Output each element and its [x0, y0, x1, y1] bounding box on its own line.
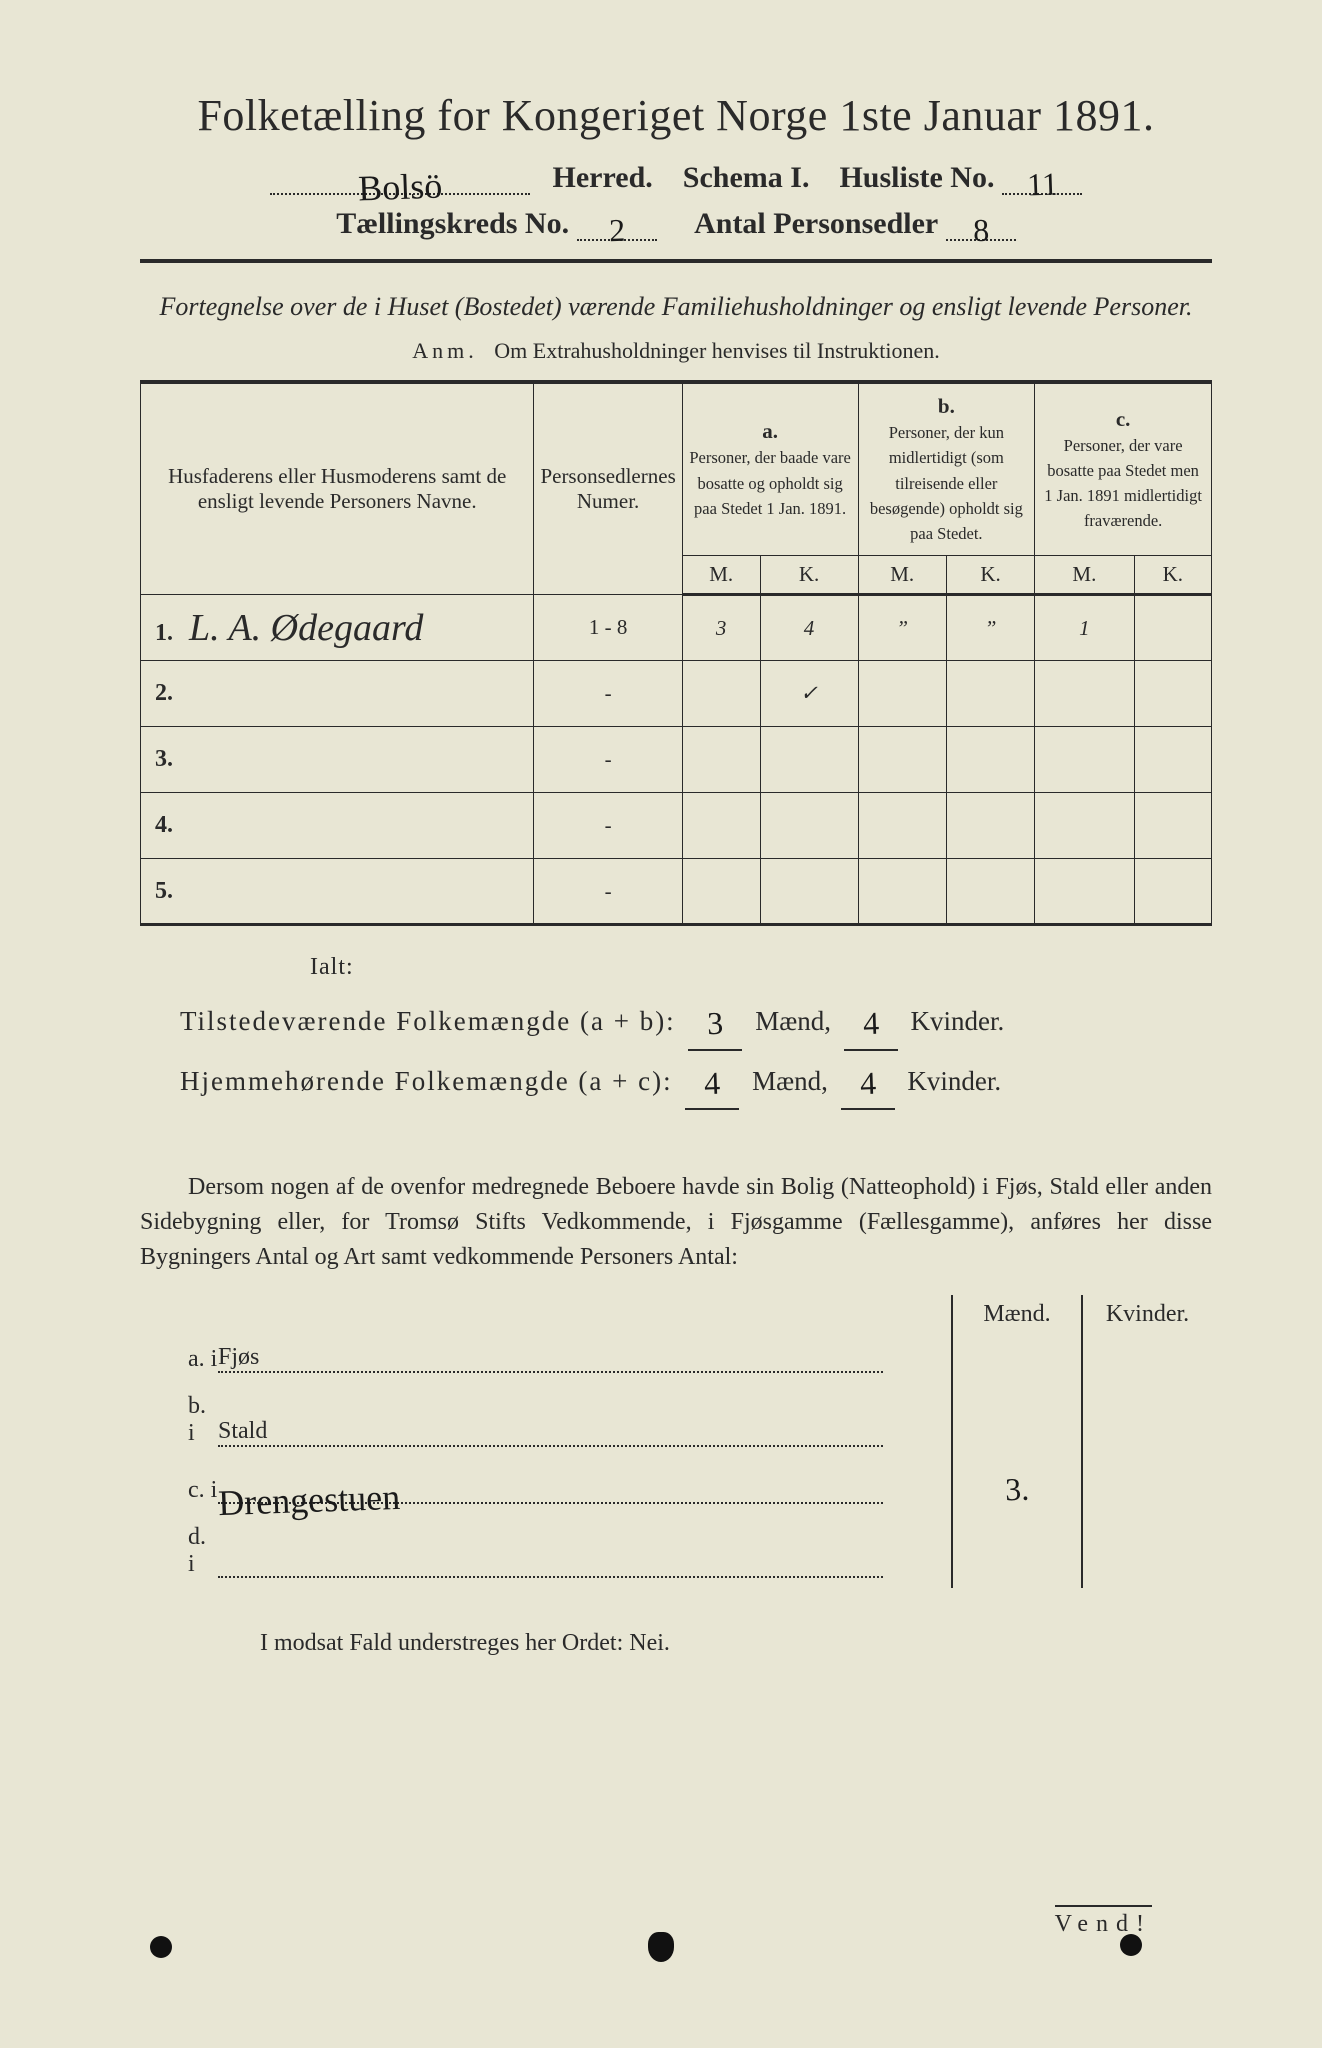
ialt-label: Ialt:	[310, 954, 1212, 981]
col-b-header: b. Personer, der kun midlertidigt (som t…	[858, 382, 1035, 556]
antal-label: Antal Personsedler	[694, 207, 938, 240]
building-paragraph: Dersom nogen af de ovenfor medregnede Be…	[140, 1170, 1212, 1274]
kreds-label: Tællingskreds No.	[336, 207, 569, 240]
col-b-k: K.	[946, 556, 1034, 595]
schema-label: Schema I.	[683, 161, 810, 194]
col-c-k: K.	[1134, 556, 1211, 595]
table-row: 1. L. A. Ødegaard1 - 834””1	[141, 595, 1212, 661]
header-line-3: Tællingskreds No. 2 Antal Personsedler 8	[140, 207, 1212, 241]
vend-label: Vend!	[1055, 1905, 1152, 1938]
page-title: Folketælling for Kongeriget Norge 1ste J…	[140, 90, 1212, 141]
building-row: c. iDrengestuen3.	[140, 1457, 1212, 1514]
building-row: d. i	[140, 1514, 1212, 1588]
total-ac-label: Hjemmehørende Folkemængde (a + c):	[180, 1066, 673, 1096]
bldg-m-header: Mænd.	[952, 1295, 1082, 1334]
table-row: 2. -✓	[141, 661, 1212, 727]
household-table: Husfaderens eller Husmoderens samt de en…	[140, 380, 1212, 926]
building-row: b. iStald	[140, 1383, 1212, 1457]
col-a-k: K.	[760, 556, 858, 595]
building-row: a. iFjøs	[140, 1334, 1212, 1383]
anm-text: Om Extrahusholdninger henvises til Instr…	[494, 338, 939, 363]
punch-hole-right	[1120, 1934, 1142, 1956]
kreds-no: 2	[608, 212, 625, 250]
husliste-label: Husliste No.	[839, 161, 994, 194]
col-c-m: M.	[1035, 556, 1134, 595]
nei-line: I modsat Fald understreges her Ordet: Ne…	[140, 1630, 1212, 1657]
totals-block: Tilstedeværende Folkemængde (a + b): 3 M…	[180, 991, 1212, 1110]
table-row: 3. -	[141, 727, 1212, 793]
total-ac-m: 4	[703, 1055, 721, 1113]
anm-label: Anm.	[412, 338, 478, 363]
total-ab-k: 4	[862, 995, 880, 1053]
punch-hole-left	[150, 1936, 172, 1958]
col-num-header: Personsedlernes Numer.	[534, 382, 682, 595]
header-line-2: Bolsö Herred. Schema I. Husliste No. 11	[140, 161, 1212, 195]
col-a-header: a. Personer, der baade vare bosatte og o…	[682, 382, 858, 556]
building-table: Mænd. Kvinder. a. iFjøsb. iStaldc. iDren…	[140, 1295, 1212, 1588]
table-row: 5. -	[141, 859, 1212, 925]
total-ab-m: 3	[707, 995, 725, 1053]
antal-no: 8	[972, 212, 989, 250]
husliste-no: 11	[1026, 165, 1058, 203]
divider-rule	[140, 259, 1212, 263]
form-subtitle: Fortegnelse over de i Huset (Bostedet) v…	[140, 289, 1212, 324]
col-b-m: M.	[858, 556, 946, 595]
census-form-page: Folketælling for Kongeriget Norge 1ste J…	[0, 0, 1322, 2048]
col-a-m: M.	[682, 556, 760, 595]
annotation-line: Anm. Om Extrahusholdninger henvises til …	[140, 338, 1212, 364]
ink-blot	[648, 1932, 674, 1962]
col-name-header: Husfaderens eller Husmoderens samt de en…	[141, 382, 534, 595]
col-c-header: c. Personer, der vare bosatte paa Stedet…	[1035, 382, 1212, 556]
herred-label: Herred.	[553, 161, 653, 194]
herred-name-handwritten: Bolsö	[357, 165, 442, 210]
table-row: 4. -	[141, 793, 1212, 859]
bldg-k-header: Kvinder.	[1082, 1295, 1212, 1334]
total-ab-label: Tilstedeværende Folkemængde (a + b):	[180, 1006, 676, 1036]
total-ac-k: 4	[859, 1055, 877, 1113]
